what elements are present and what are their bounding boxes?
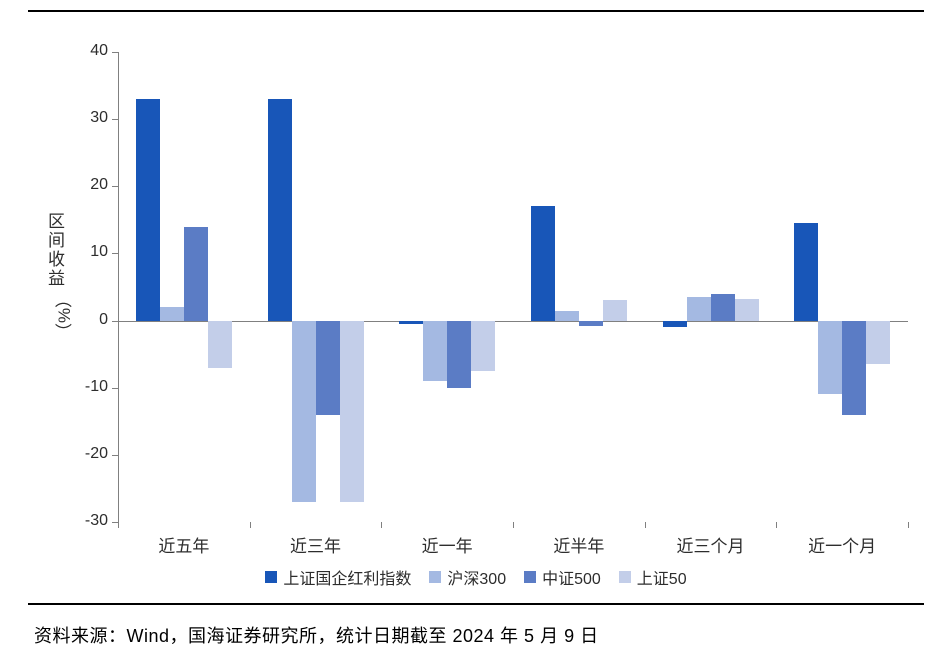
y-tick-label: 30 xyxy=(68,109,108,127)
legend-item: 沪深300 xyxy=(429,565,506,589)
bar xyxy=(136,99,160,321)
bar xyxy=(663,321,687,328)
bar xyxy=(531,206,555,320)
y-tick-label: 10 xyxy=(68,243,108,261)
bar xyxy=(794,223,818,320)
bar xyxy=(268,99,292,321)
x-tick-mark xyxy=(513,522,514,528)
bar xyxy=(711,294,735,321)
y-tick-label: 40 xyxy=(68,42,108,60)
y-tick-label: 0 xyxy=(68,311,108,329)
legend-label: 上证50 xyxy=(637,565,687,589)
bar xyxy=(292,321,316,502)
bar xyxy=(579,321,603,326)
y-axis-label-main: 区间收益 xyxy=(45,212,64,288)
x-axis-label: 近三年 xyxy=(256,532,376,557)
y-tick-mark xyxy=(112,119,118,120)
x-tick-mark xyxy=(250,522,251,528)
y-tick-label: -10 xyxy=(68,378,108,396)
y-tick-mark xyxy=(112,455,118,456)
x-axis-label: 近三个月 xyxy=(651,532,771,557)
legend: 上证国企红利指数 沪深300 中证500 上证50 xyxy=(28,565,924,589)
y-tick-mark xyxy=(112,388,118,389)
bar xyxy=(866,321,890,365)
legend-label: 沪深300 xyxy=(447,565,506,589)
bar xyxy=(687,297,711,321)
y-axis-line xyxy=(118,52,119,522)
y-axis-label: 区间收益 xyxy=(42,212,67,288)
bar xyxy=(735,299,759,320)
chart-frame: 区间收益 （%） 403020100-10-20-30 近五年近三年近一年近半年… xyxy=(28,10,924,605)
bar xyxy=(818,321,842,395)
legend-label: 中证500 xyxy=(542,565,601,589)
legend-swatch xyxy=(619,571,631,583)
legend-label: 上证国企红利指数 xyxy=(283,565,411,589)
legend-item: 上证50 xyxy=(619,565,687,589)
bar xyxy=(316,321,340,415)
y-tick-label: -30 xyxy=(68,512,108,530)
legend-swatch xyxy=(265,571,277,583)
bar xyxy=(160,307,184,320)
x-tick-mark xyxy=(118,522,119,528)
legend-swatch xyxy=(429,571,441,583)
bar xyxy=(208,321,232,368)
y-tick-label: -20 xyxy=(68,445,108,463)
x-tick-mark xyxy=(776,522,777,528)
legend-item: 上证国企红利指数 xyxy=(265,565,411,589)
bar xyxy=(603,300,627,320)
bar xyxy=(555,311,579,321)
legend-swatch xyxy=(524,571,536,583)
x-tick-mark xyxy=(645,522,646,528)
x-tick-mark xyxy=(381,522,382,528)
bar xyxy=(447,321,471,388)
x-tick-mark xyxy=(908,522,909,528)
bar xyxy=(842,321,866,415)
bar xyxy=(340,321,364,502)
bar xyxy=(423,321,447,381)
bar xyxy=(399,321,423,324)
bar xyxy=(471,321,495,371)
x-axis-label: 近半年 xyxy=(519,532,639,557)
x-axis-label: 近一个月 xyxy=(782,532,902,557)
x-axis-label: 近五年 xyxy=(124,532,244,557)
y-tick-mark xyxy=(112,52,118,53)
x-axis-label: 近一年 xyxy=(387,532,507,557)
x-axis-line xyxy=(118,321,908,322)
y-tick-mark xyxy=(112,253,118,254)
source-line: 资料来源：Wind，国海证券研究所，统计日期截至 2024 年 5 月 9 日 xyxy=(34,622,599,648)
bar xyxy=(184,227,208,321)
y-tick-label: 20 xyxy=(68,176,108,194)
y-tick-mark xyxy=(112,186,118,187)
legend-item: 中证500 xyxy=(524,565,601,589)
